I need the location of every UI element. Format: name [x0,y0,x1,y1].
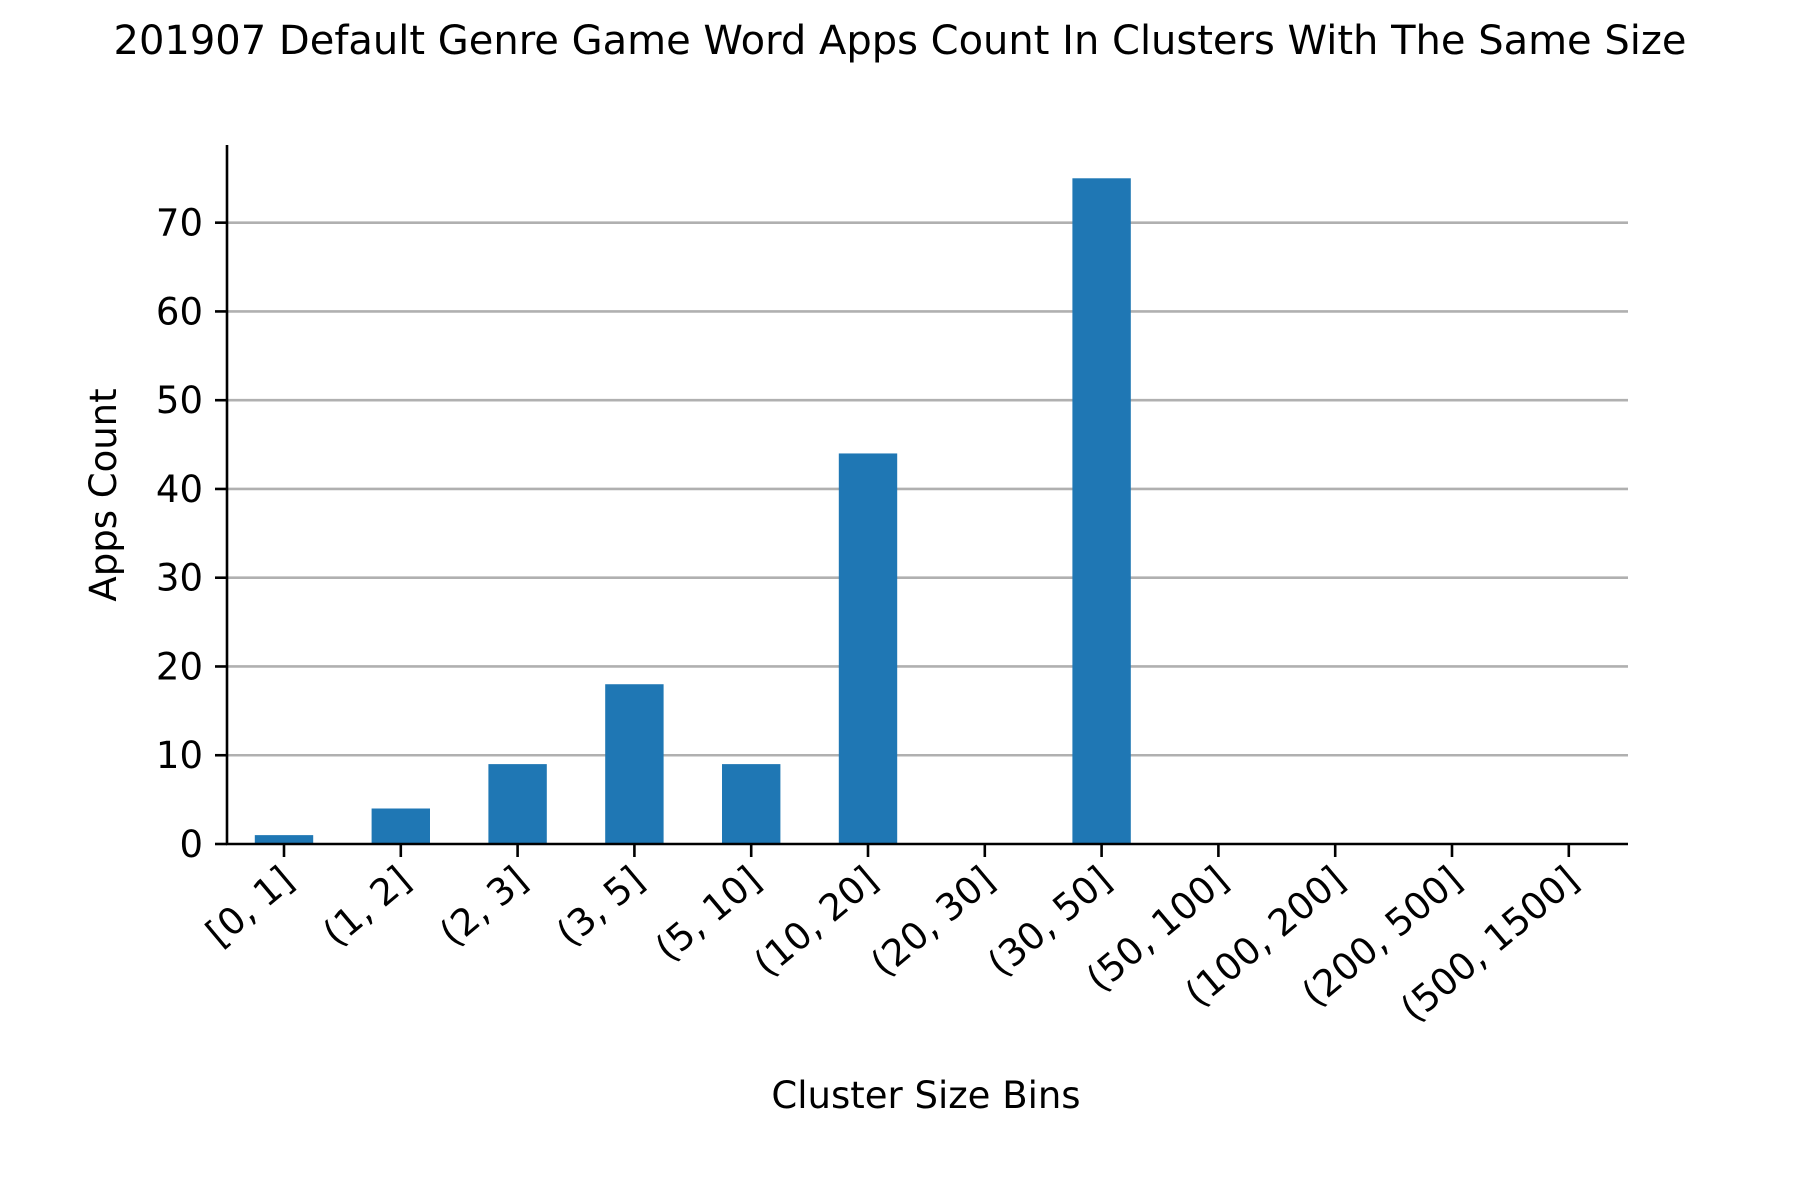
axes [225,145,1628,846]
bar [1072,178,1131,845]
y-tick-label: 60 [156,290,203,333]
x-axis-label: Cluster Size Bins [771,1074,1080,1117]
x-ticks: [0, 1] (1, 2] (2, 3] (3, 5](5, 10](10, 20](… [198,844,1587,1030]
y-axis-label: Apps Count [82,388,125,601]
bar [254,835,314,844]
y-tick-label: 70 [156,202,203,245]
bar [488,764,547,844]
x-tick-label: (2, 3] [432,858,536,955]
x-tick-label: (10, 20] [746,858,886,985]
grid-lines [227,221,1628,757]
x-tick-label: (1, 2] [315,858,419,955]
bars [254,178,1131,845]
y-ticks: 0 10 20 30 40 50 60 70 [156,202,227,866]
y-tick-label: 20 [156,645,203,688]
bar [605,684,664,844]
bar [838,453,898,844]
x-tick-label: (20, 30] [863,858,1003,985]
y-tick-label: 40 [156,468,203,511]
y-tick-label: 50 [156,379,203,422]
y-tick-label: 0 [179,823,203,866]
bar [722,764,781,844]
x-tick-label: [0, 1] [198,858,302,955]
chart-title: 201907 Default Genre Game Word Apps Coun… [114,18,1687,64]
bar [371,808,430,844]
y-tick-label: 30 [156,557,203,600]
x-tick-label: (3, 5] [548,858,652,955]
y-tick-label: 10 [156,734,203,777]
